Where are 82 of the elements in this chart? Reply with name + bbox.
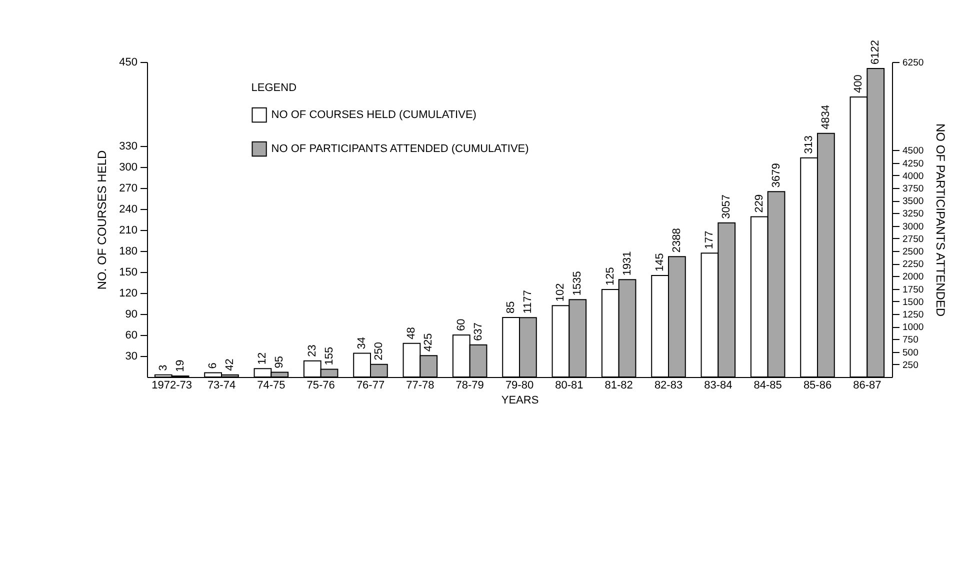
x-tick-label: 80-81 — [555, 380, 584, 392]
data-label: 1931 — [621, 251, 634, 276]
legend-label: NO OF PARTICIPANTS ATTENDED (CUMULATIVE) — [271, 143, 529, 155]
y2-tick-label: 1250 — [902, 310, 924, 320]
data-label: 6 — [207, 362, 220, 369]
data-label: 177 — [704, 230, 716, 250]
data-label: 23 — [306, 344, 318, 357]
y2-tick-label: 2500 — [902, 246, 924, 258]
x-tick-label: 85-86 — [803, 380, 832, 392]
y-tick-label: 240 — [119, 204, 138, 216]
y-tick-label: 150 — [119, 266, 138, 278]
y2-tick-label: 2750 — [902, 234, 924, 245]
data-label: 637 — [472, 322, 484, 341]
data-label: 125 — [604, 267, 616, 286]
x-tick-label: 81-82 — [604, 380, 633, 392]
data-label: 1177 — [522, 290, 534, 314]
data-label: 4834 — [820, 104, 832, 130]
x-tick-label: 83-84 — [704, 380, 732, 392]
data-label: 95 — [274, 356, 286, 368]
y2-tick-label: 4000 — [902, 170, 924, 182]
y2-tick-label: 3250 — [902, 208, 924, 220]
y2-tick-label: 2000 — [902, 272, 924, 283]
x-tick-label: 84-85 — [754, 380, 782, 392]
data-label: 60 — [455, 318, 468, 331]
data-label: 3679 — [770, 163, 782, 188]
y-axis-title: NO. OF COURSES HELD — [95, 150, 110, 290]
y-tick-label: 330 — [119, 140, 138, 152]
y2-tick-label: 6250 — [902, 58, 924, 68]
data-label: 313 — [803, 136, 816, 154]
y-tick-label: 180 — [119, 246, 138, 258]
y-tick-label: 60 — [125, 330, 138, 342]
data-label: 145 — [654, 253, 666, 272]
x-tick-label: 79-80 — [505, 380, 534, 392]
x-tick-label: 73-74 — [207, 380, 236, 392]
y-tick-label: 450 — [119, 56, 138, 68]
x-tick-label: 78-79 — [456, 380, 484, 392]
data-label: 42 — [224, 358, 236, 371]
data-label: 425 — [422, 333, 435, 352]
data-label: 2388 — [670, 228, 683, 253]
x-tick-label: 1972-73 — [152, 380, 192, 392]
x-axis-title: YEARS — [501, 394, 539, 406]
x-tick-label: 76-77 — [356, 380, 385, 392]
y2-tick-label: 4500 — [902, 146, 924, 157]
data-label: 85 — [505, 301, 518, 314]
y2-tick-label: 1750 — [902, 284, 924, 296]
y-tick-label: 270 — [119, 182, 138, 194]
y2-tick-label: 2250 — [902, 259, 924, 270]
y2-axis-title: NO OF PARTICIPANTS ATTENDED — [934, 123, 948, 317]
x-tick-label: 82-83 — [654, 380, 683, 392]
y-tick-label: 210 — [119, 224, 138, 236]
data-label: 155 — [323, 346, 336, 366]
y-tick-label: 90 — [125, 308, 138, 320]
data-label: 3 — [157, 364, 170, 371]
data-label: 19 — [174, 360, 186, 372]
y2-tick-label: 3750 — [902, 184, 924, 194]
y-tick-label: 120 — [119, 288, 138, 300]
data-label: 102 — [554, 283, 567, 302]
data-label: 3057 — [720, 194, 733, 219]
data-label: 6122 — [870, 40, 882, 64]
y2-tick-label: 4250 — [902, 158, 924, 170]
data-label: 229 — [753, 194, 766, 213]
x-tick-label: 77-78 — [406, 380, 434, 392]
data-label: 250 — [372, 342, 385, 360]
x-tick-label: 86-87 — [853, 380, 882, 392]
legend-title: LEGEND — [251, 82, 297, 94]
data-label: 400 — [852, 74, 865, 93]
y2-tick-label: 3000 — [902, 221, 924, 232]
data-label: 34 — [356, 336, 368, 350]
y2-tick-label: 1500 — [902, 296, 924, 308]
legend-label: NO OF COURSES HELD (CUMULATIVE) — [271, 109, 476, 121]
y2-tick-label: 3500 — [902, 196, 924, 208]
y2-tick-label: 1000 — [902, 322, 924, 334]
y2-tick-label: 500 — [902, 347, 918, 358]
data-label: 1535 — [572, 271, 584, 296]
data-label: 48 — [406, 327, 418, 340]
y-tick-label: 30 — [125, 350, 138, 362]
y-tick-label: 300 — [119, 162, 138, 174]
y2-tick-label: 250 — [902, 360, 918, 371]
x-tick-label: 75-76 — [306, 380, 335, 392]
y2-tick-label: 750 — [902, 334, 918, 346]
x-tick-label: 74-75 — [257, 380, 286, 392]
data-label: 12 — [256, 352, 269, 365]
